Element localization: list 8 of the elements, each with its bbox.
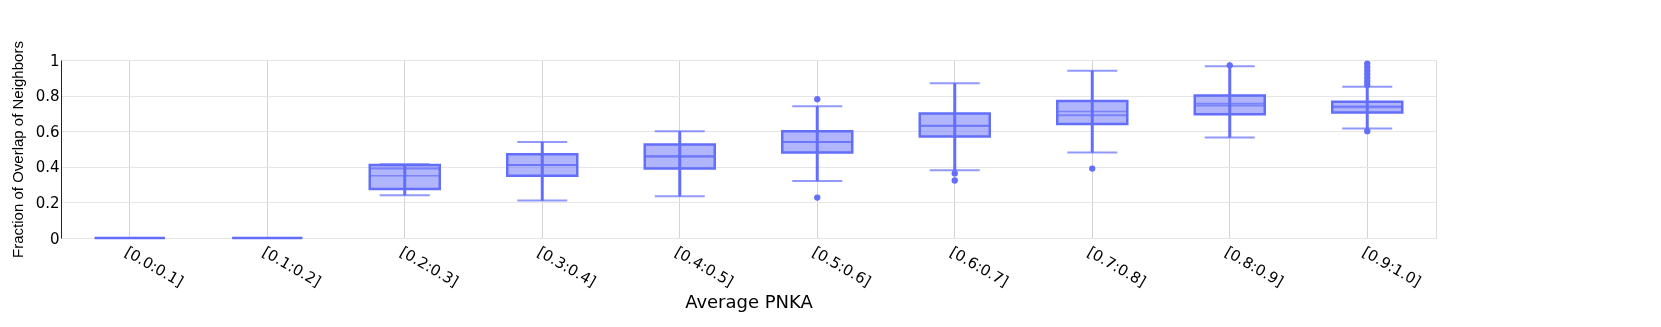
y-axis-title: Fraction of Overlap of Neighbors [8,41,26,258]
y-tick-label: 0 [49,229,60,248]
y-tick-label: 0.2 [35,193,60,212]
y-tick-label: 1 [49,51,60,70]
y-tick-label: 0.4 [35,158,60,177]
x-axis-title: Average PNKA [685,290,814,312]
y-tick-label: 0.8 [35,87,60,106]
y-tick-label: 0.6 [35,122,60,141]
